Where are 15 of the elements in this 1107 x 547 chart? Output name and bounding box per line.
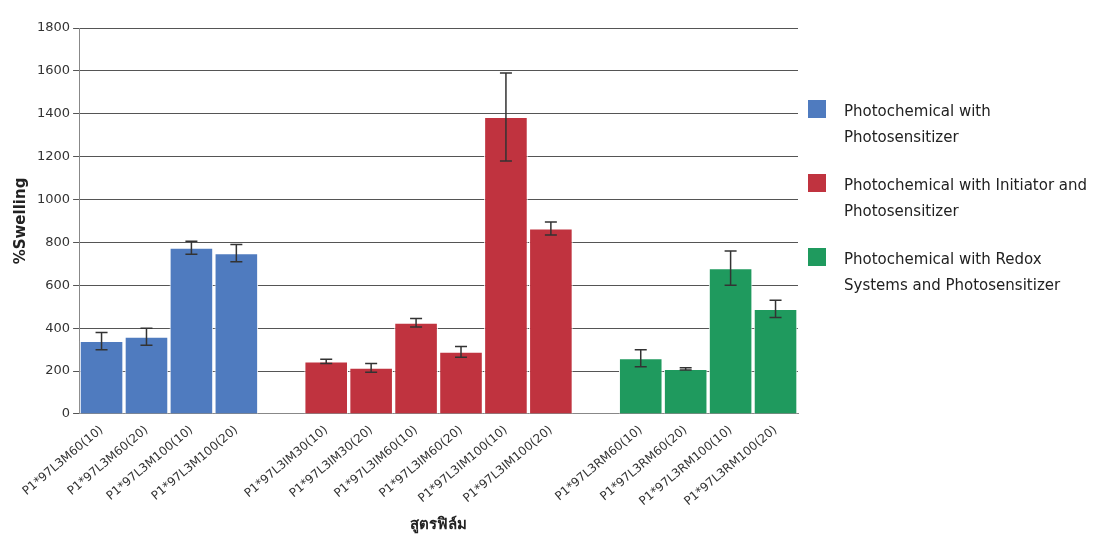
legend-label: Photochemical with Redox Systems and Photosensitizer xyxy=(844,249,1062,296)
legend-label: Photochemical with Photosensitizer xyxy=(844,101,992,148)
y-tick-label: 1600 xyxy=(36,62,71,78)
y-axis-title: %Swelling xyxy=(10,177,29,265)
y-tick-label: 200 xyxy=(45,362,71,378)
y-tick-label: 600 xyxy=(45,276,71,292)
y-tick-label: 800 xyxy=(45,233,71,249)
legend-label: Photochemical with Initiator and Photosensitizer xyxy=(844,175,1088,222)
y-tick-label: 1200 xyxy=(36,148,71,164)
y-tick-label: 1800 xyxy=(36,19,71,35)
x-axis-title: สูตรฟิล์ม xyxy=(410,514,468,534)
y-tick-label: 0 xyxy=(61,405,71,421)
y-tick-label: 400 xyxy=(45,319,71,335)
y-tick-label: 1000 xyxy=(36,190,71,206)
y-tick-label: 1400 xyxy=(36,105,71,121)
